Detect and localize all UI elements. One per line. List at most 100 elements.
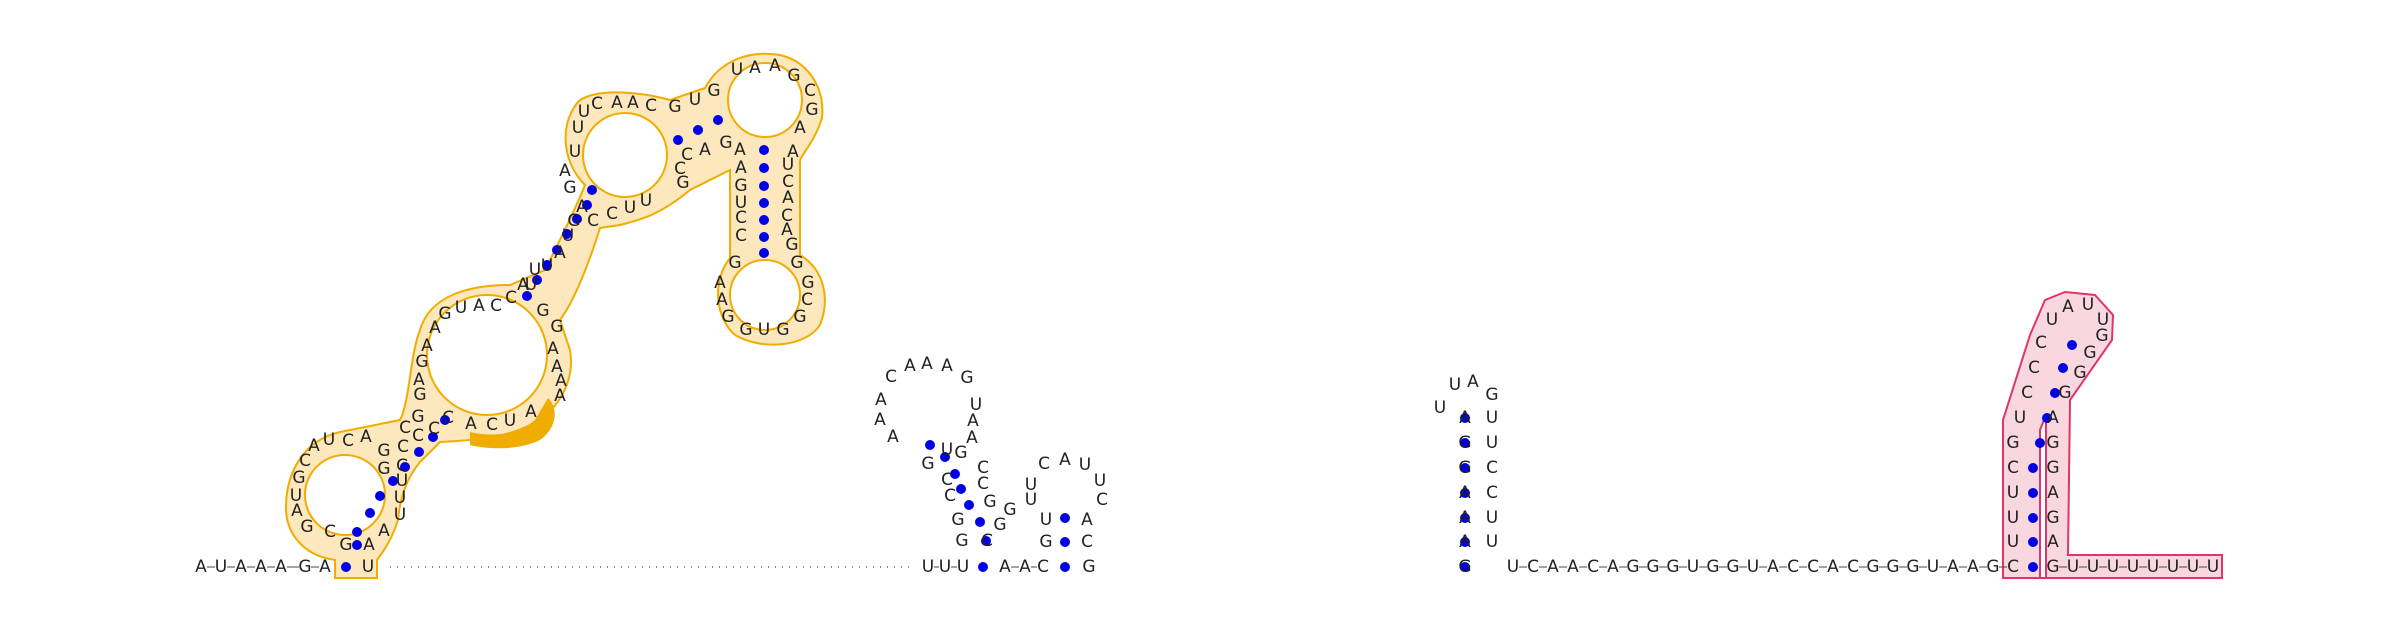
nucleotide-C: C	[1038, 454, 1050, 474]
nucleotide-A: A	[308, 436, 320, 456]
orange-highlight-region	[284, 52, 826, 579]
nucleotide-C: C	[486, 415, 498, 435]
base-pair-dot	[2050, 388, 2060, 398]
nucleotide-G: G	[1986, 557, 1999, 577]
nucleotide-U: U	[215, 557, 227, 577]
nucleotide-C: C	[397, 437, 409, 457]
nucleotide-A: A	[627, 93, 639, 113]
nucleotide-C: C	[1486, 483, 1498, 503]
base-pair-dot	[950, 469, 960, 479]
nucleotide-A: A	[1947, 557, 1959, 577]
nucleotide-U: U	[562, 226, 574, 246]
nucleotide-U: U	[1747, 557, 1759, 577]
nucleotide-G: G	[676, 173, 689, 193]
nucleotide-A: A	[904, 356, 916, 376]
nucleotide-G: G	[728, 253, 741, 273]
base-pair-dot	[532, 275, 542, 285]
nucleotide-A: A	[769, 56, 781, 76]
base-pair-dot	[542, 260, 552, 270]
nucleotide-G: G	[1003, 500, 1016, 520]
nucleotide-C: C	[442, 408, 454, 428]
nucleotide-A: A	[291, 501, 303, 521]
nucleotide-U: U	[1079, 455, 1091, 475]
nucleotide-U: U	[640, 191, 652, 211]
nucleotide-C: C	[428, 419, 440, 439]
nucleotide-A: A	[413, 370, 425, 390]
nucleotide-G: G	[721, 307, 734, 327]
nucleotide-A: A	[554, 243, 566, 263]
hairpin-loop-bottom-hole	[729, 259, 801, 331]
base-pair-dot	[759, 163, 769, 173]
nucleotide-C: C	[1787, 557, 1799, 577]
nucleotide-G: G	[734, 176, 747, 196]
nucleotide-G: G	[951, 510, 964, 530]
nucleotide-A: A	[473, 296, 485, 316]
nucleotide-G: G	[1458, 557, 1471, 577]
nucleotide-G: G	[536, 301, 549, 321]
nucleotide-U: U	[569, 142, 581, 162]
nucleotide-G: G	[707, 81, 720, 101]
base-pair-dot	[400, 462, 410, 472]
base-pair-dot	[940, 452, 950, 462]
nucleotide-C: C	[299, 451, 311, 471]
nucleotide-A: A	[874, 410, 886, 430]
base-pair-dot	[1460, 438, 1470, 448]
nucleotide-A: A	[735, 158, 747, 178]
base-pair-dot	[1460, 513, 1470, 523]
base-pair-dot	[352, 540, 362, 550]
nucleotide-G: G	[292, 468, 305, 488]
nucleotide-C: C	[591, 94, 603, 114]
nucleotide-U: U	[525, 275, 537, 295]
base-pair-dot	[1060, 537, 1070, 547]
base-pair-dot	[1460, 413, 1470, 423]
nucleotide-G: G	[1886, 557, 1899, 577]
nucleotide-A: A	[714, 273, 726, 293]
nucleotide-A: A	[1459, 483, 1471, 503]
nucleotide-A: A	[1967, 557, 1979, 577]
nucleotide-G: G	[567, 211, 580, 231]
nucleotide-A: A	[966, 428, 978, 448]
base-pair-dot	[2067, 340, 2077, 350]
nucleotide-A: A	[1459, 508, 1471, 528]
nucleotide-C: C	[396, 456, 408, 476]
nucleotide-G: G	[1082, 557, 1095, 577]
nucleotide-C: C	[324, 522, 336, 542]
nucleotide-U: U	[323, 430, 335, 450]
nucleotide-C: C	[412, 426, 424, 446]
nucleotide-U: U	[504, 411, 516, 431]
nucleotide-C: C	[2028, 358, 2040, 378]
base-pair-dot	[759, 248, 769, 258]
nucleotide-U: U	[624, 198, 636, 218]
interior-loop-large-hole	[426, 294, 548, 416]
nucleotide-G: G	[1726, 557, 1739, 577]
nucleotide-A: A	[1607, 557, 1619, 577]
nucleotide-C: C	[674, 159, 686, 179]
nucleotide-G: G	[2058, 383, 2071, 403]
nucleotide-G: G	[2006, 433, 2019, 453]
nucleotide-G: G	[2073, 363, 2086, 383]
nucleotide-U: U	[2147, 557, 2159, 577]
base-pair-dot	[1460, 463, 1470, 473]
base-pair-dot	[759, 232, 769, 242]
hairpin-loop-1-hole	[304, 454, 386, 536]
nucleotide-C: C	[606, 204, 618, 224]
nucleotide-U: U	[455, 298, 467, 318]
base-pair-dot	[2028, 463, 2038, 473]
nucleotide-U: U	[394, 505, 406, 525]
nucleotide-U: U	[735, 193, 747, 213]
nucleotide-U: U	[1486, 408, 1498, 428]
nucleotide-C: C	[735, 208, 747, 228]
nucleotide-A: A	[555, 371, 567, 391]
nucleotide-C: C	[782, 172, 794, 192]
nucleotide-U: U	[731, 60, 743, 80]
base-pair-dot	[562, 229, 572, 239]
base-pair-dot	[2035, 438, 2045, 448]
nucleotide-A: A	[2047, 483, 2059, 503]
nucleotide-U: U	[1025, 490, 1037, 510]
nucleotide-G: G	[298, 557, 311, 577]
nucleotide-C: C	[2021, 383, 2033, 403]
nucleotide-G: G	[1706, 557, 1719, 577]
nucleotide-C: C	[645, 96, 657, 116]
nucleotide-A: A	[525, 402, 537, 422]
base-pair-dot	[388, 476, 398, 486]
